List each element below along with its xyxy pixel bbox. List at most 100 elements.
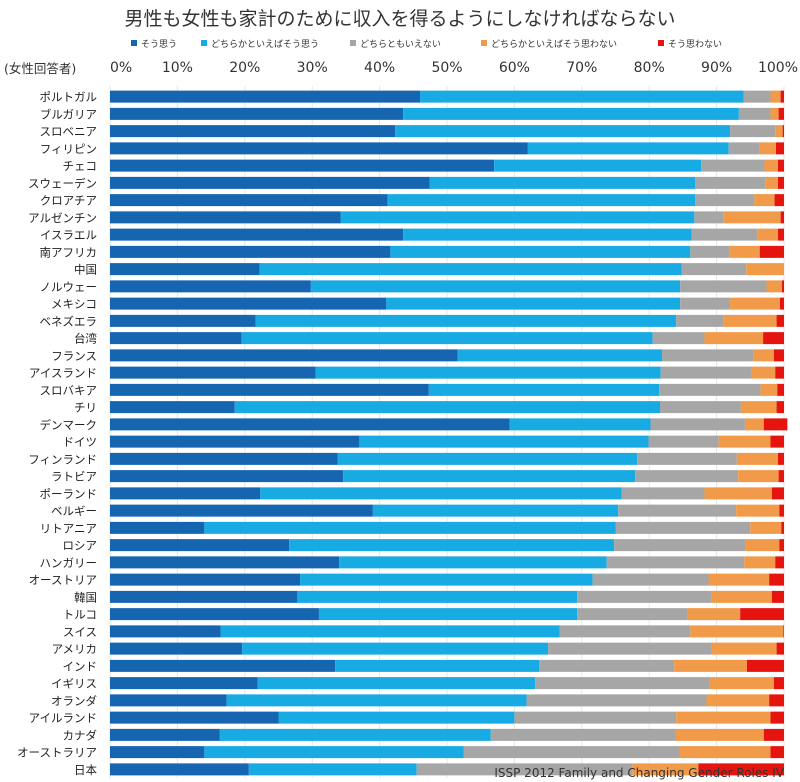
x-axis-ticks: 0% 10% 20% 30% 40% 50% 60% 70% 80% 90% 100%	[110, 60, 798, 76]
bar-segment	[335, 659, 540, 672]
bar-segment	[687, 608, 741, 621]
bar-segment	[219, 728, 491, 741]
legend-swatch	[131, 40, 137, 46]
bar-segment	[738, 107, 771, 120]
bar-segment	[779, 504, 784, 517]
bar-segment	[635, 470, 739, 483]
bar-segment	[110, 435, 360, 448]
legend-label: どちらかといえばそう思わない	[491, 39, 617, 50]
bar-segment	[226, 694, 527, 707]
bar-segment	[278, 711, 515, 724]
x-tick-label: 20%	[229, 60, 260, 76]
bar-segment	[535, 677, 710, 690]
bar-segment	[429, 176, 696, 189]
category-label: デンマーク	[40, 418, 98, 432]
bar-segment	[740, 401, 777, 414]
bar-segment	[776, 314, 784, 327]
bar-segment	[110, 211, 341, 224]
bar-segment	[457, 349, 663, 362]
bar-segment	[110, 504, 373, 517]
bar-segment	[781, 521, 784, 534]
bar-segment	[110, 418, 510, 431]
bar-segment	[777, 228, 784, 241]
legend-label: どちらともいえない	[360, 39, 441, 50]
category-label: ラトビア	[51, 470, 97, 484]
legend-swatch	[201, 40, 207, 46]
source-note: ISSP 2012 Family and Changing Gender Rol…	[494, 766, 784, 780]
bar-segment	[110, 763, 249, 776]
bar-segment	[110, 521, 205, 534]
bar-segment	[659, 401, 741, 414]
bar-segment	[775, 556, 784, 569]
bar-segment	[637, 452, 737, 465]
category-label: フランス	[51, 349, 97, 363]
bar-segment	[204, 521, 616, 534]
bar-segment	[779, 539, 784, 552]
x-tick-label: 0%	[110, 60, 132, 76]
bar-segment	[730, 297, 780, 310]
category-label: オーストラリア	[17, 746, 97, 760]
bar-segment	[318, 608, 578, 621]
bar-segment	[110, 107, 404, 120]
category-label: イスラエル	[40, 228, 97, 242]
bar-segment	[337, 452, 638, 465]
bar-segment	[110, 280, 311, 293]
bar-segment	[695, 176, 766, 189]
category-label: スロベニア	[40, 125, 98, 139]
bar-segment	[770, 711, 784, 724]
bar-segment	[403, 107, 739, 120]
category-label: スウェーデン	[28, 176, 97, 190]
category-label: ドイツ	[63, 435, 98, 449]
bar-segment	[650, 418, 745, 431]
bar-segment	[387, 194, 696, 207]
bar-segment	[740, 608, 784, 621]
bar-segment	[754, 194, 775, 207]
bar-segment	[769, 573, 784, 586]
bar-segment	[428, 383, 660, 396]
bar-segment	[110, 746, 205, 759]
bar-segment	[539, 659, 675, 672]
category-label: インド	[63, 659, 98, 673]
bar-segment	[110, 366, 316, 379]
category-label: アイルランド	[29, 711, 97, 725]
bar-segment	[386, 297, 681, 310]
x-tick-label: 50%	[431, 60, 462, 76]
bar-segment	[490, 728, 676, 741]
category-label: チリ	[74, 401, 97, 415]
bar-segment	[310, 280, 681, 293]
category-labels: ポルトガルブルガリアスロベニアフィリピンチェコスウェーデンクロアチアアルゼンチン…	[17, 90, 97, 777]
bar-segment	[110, 728, 220, 741]
bar-segment	[614, 539, 746, 552]
bar-segment	[676, 711, 771, 724]
bar-segment	[615, 521, 751, 534]
legend-swatch	[350, 40, 356, 46]
bar-segment	[359, 435, 649, 448]
bar-segment	[750, 366, 776, 379]
bar-segment	[770, 746, 784, 759]
category-label: 中国	[74, 263, 97, 277]
x-tick-label: 10%	[162, 60, 193, 76]
bar-segment	[674, 659, 747, 672]
bar-segment	[592, 573, 709, 586]
bar-segment	[759, 142, 776, 155]
bar-segment	[340, 211, 695, 224]
category-label: アイスランド	[29, 366, 97, 380]
bar-segment	[746, 263, 784, 276]
bar-segment	[763, 418, 788, 431]
bar-segment	[255, 314, 677, 327]
bar-segment	[241, 332, 653, 345]
bar-segment	[778, 107, 784, 120]
bar-segment	[698, 763, 784, 776]
bar-segment	[260, 487, 622, 500]
bar-segment	[694, 211, 724, 224]
category-label: ハンガリー	[40, 556, 98, 570]
bar-segment	[259, 263, 682, 276]
bar-segment	[777, 176, 784, 189]
bar-segment	[690, 245, 730, 258]
bar-segment	[110, 625, 221, 638]
bar-segment	[606, 556, 745, 569]
bar-segment	[780, 211, 784, 224]
bar-segment	[648, 435, 719, 448]
category-label: ブルガリア	[40, 107, 97, 121]
chart-title: 男性も女性も家計のために収入を得るようにしなければならない	[124, 8, 675, 30]
